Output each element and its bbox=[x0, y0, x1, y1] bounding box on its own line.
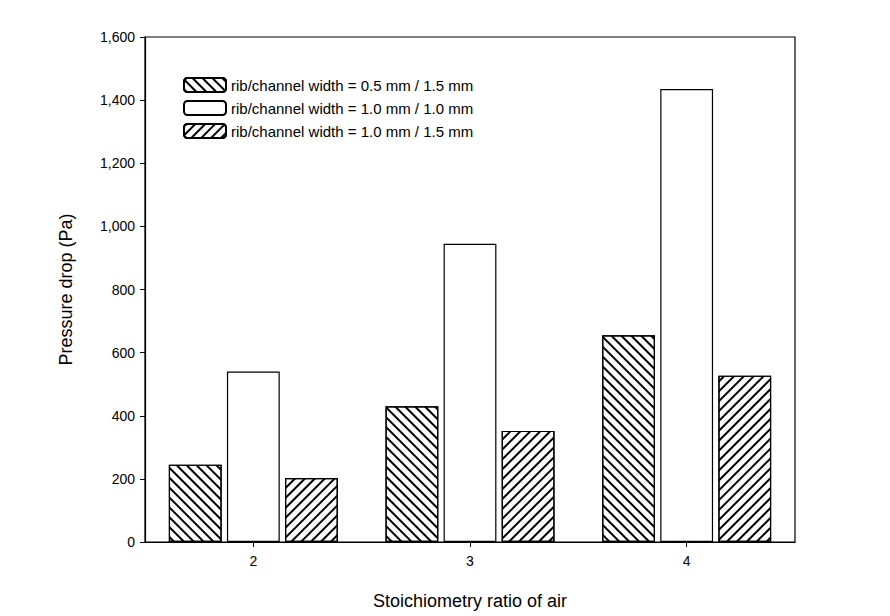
svg-text:rib/channel width = 0.5 mm / 1: rib/channel width = 0.5 mm / 1.5 mm bbox=[231, 77, 473, 94]
svg-text:400: 400 bbox=[112, 408, 136, 424]
svg-text:2: 2 bbox=[249, 553, 257, 569]
svg-text:4: 4 bbox=[683, 553, 691, 569]
svg-text:800: 800 bbox=[112, 282, 136, 298]
svg-text:1,000: 1,000 bbox=[100, 218, 135, 234]
svg-text:3: 3 bbox=[466, 553, 474, 569]
svg-text:1,200: 1,200 bbox=[100, 155, 135, 171]
svg-text:200: 200 bbox=[112, 471, 136, 487]
svg-text:rib/channel width = 1.0 mm / 1: rib/channel width = 1.0 mm / 1.0 mm bbox=[231, 100, 473, 117]
svg-text:0: 0 bbox=[127, 534, 135, 550]
svg-text:Pressure drop (Pa): Pressure drop (Pa) bbox=[56, 213, 76, 365]
svg-text:Stoichiometry ratio of air: Stoichiometry ratio of air bbox=[373, 591, 567, 611]
svg-text:600: 600 bbox=[112, 345, 136, 361]
svg-text:1,400: 1,400 bbox=[100, 92, 135, 108]
svg-text:1,600: 1,600 bbox=[100, 29, 135, 45]
svg-text:rib/channel width = 1.0 mm / 1: rib/channel width = 1.0 mm / 1.5 mm bbox=[231, 123, 473, 140]
